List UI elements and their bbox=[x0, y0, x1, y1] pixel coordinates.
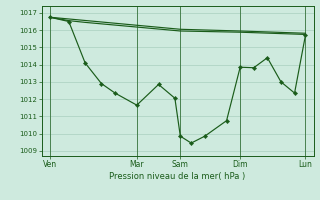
X-axis label: Pression niveau de la mer( hPa ): Pression niveau de la mer( hPa ) bbox=[109, 172, 246, 181]
